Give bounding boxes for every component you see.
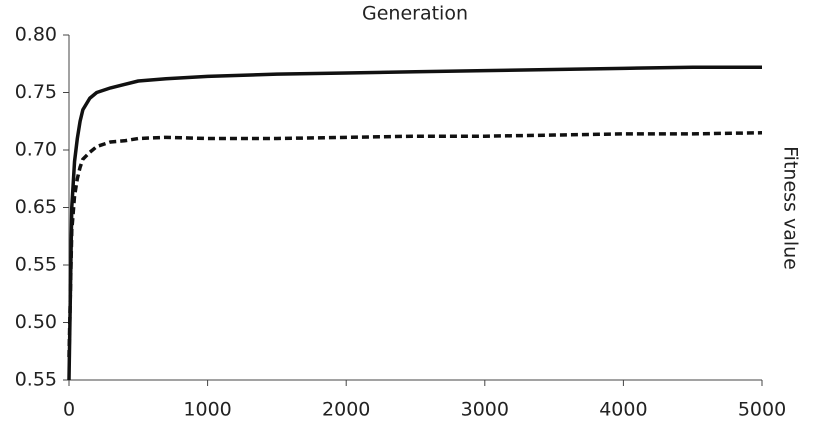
y-tick-label: 0.55 [15, 369, 57, 391]
x-tick-label: 2000 [322, 399, 370, 421]
x-tick-label: 5000 [738, 399, 786, 421]
y-tick-label: 0.55 [15, 254, 57, 276]
series-line [67, 131, 763, 358]
x-tick-label: 4000 [599, 399, 647, 421]
y-tick-label: 0.65 [15, 196, 57, 218]
y-tick-label: 0.70 [15, 139, 57, 161]
x-tick-label: 3000 [461, 399, 509, 421]
y-tick-label: 0.50 [15, 311, 57, 333]
x-tick-label: 1000 [183, 399, 231, 421]
y-tick-label: 0.75 [15, 81, 57, 103]
x-tick-label: 0 [63, 399, 75, 421]
series-line [67, 65, 762, 381]
chart-title: Generation [362, 3, 468, 25]
y-tick-label: 0.80 [15, 24, 57, 46]
y-axis-label: Fitness value [780, 146, 802, 270]
